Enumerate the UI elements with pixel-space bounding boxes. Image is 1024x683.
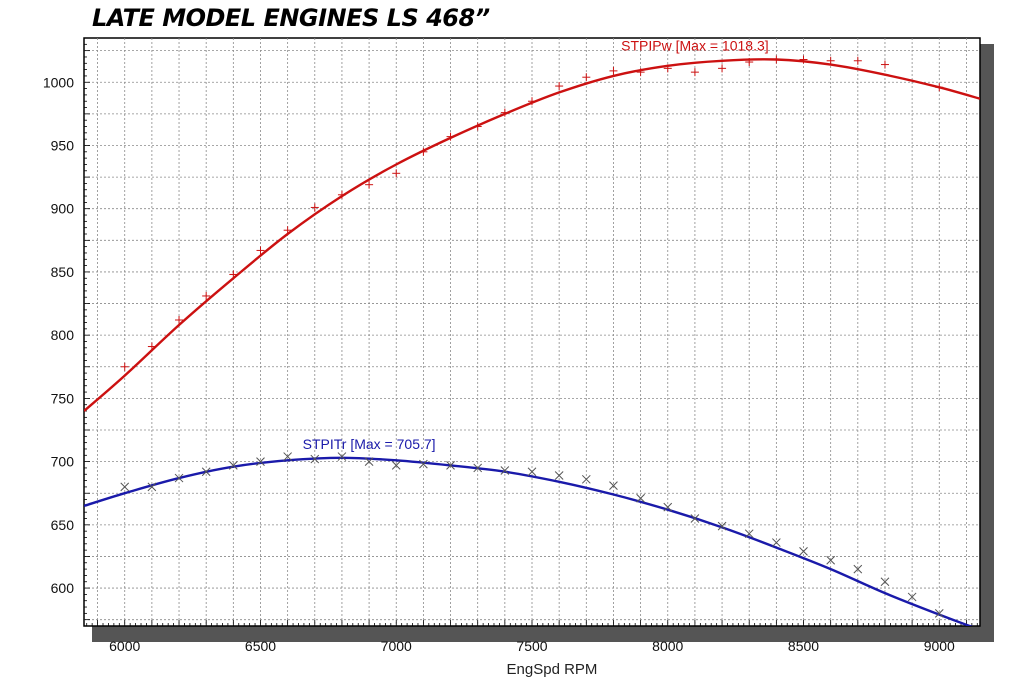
x-tick-label: 9000: [924, 638, 955, 654]
y-tick-label: 850: [51, 264, 75, 280]
data-point-STPIPw: [147, 342, 156, 351]
tick-labels: 600 650 700 750 800 850 900 950 1000 6000 6500 7000…: [43, 74, 955, 654]
data-point-STPITr: [907, 592, 917, 602]
data-point-STPITr: [744, 529, 754, 539]
data-point-STPITr: [201, 467, 211, 477]
data-point-STPITr: [934, 609, 944, 618]
data-point-STPIPw: [120, 362, 129, 371]
series-annotation-STPITr: STPITr [Max = 705.7]: [303, 436, 436, 452]
series-annotation-STPIPw: STPIPw [Max = 1018.3]: [621, 38, 768, 54]
data-point-STPIPw: [528, 97, 536, 106]
data-point-STPITr: [147, 482, 157, 492]
data-point-STPITr: [310, 454, 320, 464]
data-point-STPITr: [853, 564, 863, 574]
data-point-STPIPw: [256, 246, 265, 255]
chart-title: LATE MODEL ENGINES LS 468”: [92, 4, 490, 32]
data-point-STPITr: [364, 457, 374, 466]
data-point-STPITr: [663, 502, 673, 512]
data-point-STPITr: [826, 555, 836, 565]
data-point-STPIPw: [609, 66, 618, 75]
data-point-STPITr: [609, 481, 618, 490]
series-STPIPw: [84, 55, 980, 412]
x-axis-label: EngSpd RPM: [506, 661, 598, 678]
data-point-STPIPw: [473, 122, 482, 131]
data-point-STPIPw: [175, 315, 184, 324]
data-point-STPITr: [581, 474, 591, 484]
data-point-STPITr: [554, 471, 564, 480]
data-point-STPITr: [690, 514, 700, 523]
series-line-STPITr: [84, 456, 974, 626]
series-STPITr: [84, 452, 974, 626]
y-tick-label: 800: [51, 327, 75, 343]
data-point-STPIPw: [202, 291, 211, 300]
data-point-STPITr: [228, 461, 238, 470]
data-point-STPIPw: [663, 64, 672, 73]
data-point-STPIPw: [446, 132, 455, 141]
data-point-STPIPw: [745, 58, 754, 67]
y-tick-label: 600: [51, 580, 75, 596]
y-tick-label: 650: [51, 517, 75, 533]
data-point-STPIPw: [419, 147, 428, 156]
data-point-STPITr: [527, 467, 537, 477]
x-tick-label: 6000: [109, 638, 140, 654]
y-tick-label: 750: [51, 390, 75, 406]
data-point-STPIPw: [500, 108, 509, 117]
data-point-STPITr: [880, 577, 890, 587]
data-point-STPITr: [120, 482, 130, 492]
data-point-STPITr: [337, 452, 347, 461]
data-point-STPIPw: [799, 55, 808, 64]
data-point-STPITr: [419, 459, 428, 469]
data-point-STPIPw: [718, 64, 727, 73]
data-point-STPIPw: [636, 68, 645, 77]
y-tick-label: 700: [51, 454, 75, 470]
data-point-STPIPw: [310, 203, 319, 212]
data-point-STPITr: [636, 493, 645, 503]
data-point-STPITr: [283, 452, 292, 461]
minor-ticks: [84, 37, 978, 627]
data-point-STPIPw: [880, 60, 889, 69]
data-point-STPITr: [500, 466, 510, 475]
data-point-STPIPw: [283, 226, 292, 235]
data-point-STPIPw: [555, 82, 564, 91]
data-point-STPITr: [799, 547, 808, 556]
data-point-STPITr: [174, 473, 184, 483]
data-point-STPITr: [446, 461, 455, 470]
data-point-STPITr: [256, 457, 265, 466]
data-point-STPIPw: [826, 56, 835, 65]
data-point-STPIPw: [772, 55, 781, 64]
data-point-STPIPw: [365, 180, 374, 189]
y-tick-label: 1000: [43, 74, 74, 90]
data-point-STPIPw: [582, 73, 591, 82]
grid: [84, 38, 980, 626]
x-tick-label: 8000: [652, 638, 683, 654]
data-point-STPITr: [473, 463, 483, 473]
data-point-STPITr: [391, 461, 401, 470]
series-layer: STPIPw [Max = 1018.3] STPITr [Max = 705.7…: [84, 38, 980, 626]
data-point-STPIPw: [935, 83, 944, 92]
data-point-STPIPw: [337, 190, 346, 199]
x-tick-label: 8500: [788, 638, 819, 654]
y-tick-label: 950: [51, 137, 75, 153]
y-tick-label: 900: [51, 201, 75, 217]
data-point-STPITr: [772, 538, 781, 547]
x-tick-label: 7500: [516, 638, 547, 654]
x-tick-label: 7000: [381, 638, 412, 654]
data-point-STPIPw: [229, 270, 238, 279]
data-point-STPIPw: [392, 169, 401, 178]
data-point-STPITr: [717, 521, 727, 531]
x-tick-label: 6500: [245, 638, 276, 654]
data-point-STPIPw: [853, 56, 862, 65]
data-point-STPIPw: [690, 68, 699, 77]
